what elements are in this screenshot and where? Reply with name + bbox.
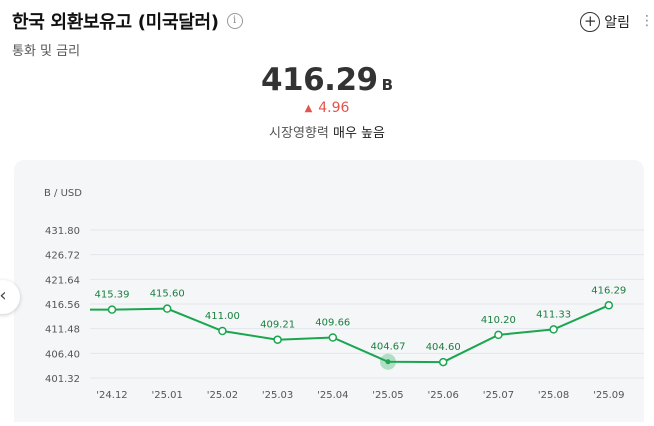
data-labels: 415.39 415.60 411.00 409.21 409.66 404.67 404.… [95,285,627,353]
data-point[interactable] [328,333,338,342]
y-tick-label: 426.72 [45,251,80,262]
more-menu-icon[interactable]: ⋮ [640,13,654,29]
data-label: 409.21 [260,320,295,331]
y-ticks: 401.32 406.40 411.48 416.56 421.64 426.72 431.… [45,226,80,385]
x-tick-label: '25.02 [207,390,238,401]
page-title: 한국 외환보유고 (미국달러) [12,12,219,33]
header: 한국 외환보유고 (미국달러) i 통화 및 금리 + 알림 ⋮ [12,8,654,60]
value-unit: B [381,76,394,94]
data-label: 415.60 [150,289,185,300]
data-point[interactable] [549,325,558,334]
data-label: 410.20 [481,315,516,326]
data-label: 416.29 [591,285,626,296]
y-tick-label: 401.32 [45,374,80,385]
title-row: 한국 외환보유고 (미국달러) i [12,8,654,34]
x-tick-label: '25.01 [152,390,183,401]
x-tick-label: '25.05 [372,390,403,401]
y-tick-label: 421.64 [45,275,80,286]
data-point[interactable] [273,335,282,344]
category-subtitle[interactable]: 통화 및 금리 [12,44,81,59]
value-summary: 416.29 B ▲ 4.96 시장영향력 매우 높음 [0,62,654,141]
chevron-left-icon[interactable]: ‹ [0,280,20,314]
data-label: 404.67 [371,342,406,353]
up-triangle-icon: ▲ [304,103,313,114]
data-points [107,301,614,370]
alert-button[interactable]: + 알림 [580,12,630,32]
data-label: 411.00 [205,311,240,322]
impact-label: 시장영향력 [269,126,329,141]
y-axis-label: B / USD [44,188,82,199]
impact-value: 매우 높음 [332,126,385,141]
x-tick-label: '25.09 [593,390,624,401]
line-chart: B / USD 401.32 406.40 411.48 416.56 421.64 42… [44,188,644,401]
x-tick-label: '25.04 [317,390,348,401]
chart-grid [90,229,644,379]
data-point[interactable] [385,359,391,365]
x-tick-label: '25.06 [428,390,459,401]
x-tick-label: '25.08 [538,390,569,401]
market-impact: 시장영향력 매우 높음 [0,122,654,141]
data-point[interactable] [604,301,614,310]
data-label: 411.33 [536,309,571,320]
y-tick-label: 416.56 [45,300,80,311]
current-value: 416.29 [260,62,378,98]
alert-label: 알림 [604,15,630,31]
data-point[interactable] [107,305,117,314]
data-point[interactable] [162,304,172,313]
data-label: 415.39 [95,290,130,301]
data-point[interactable] [218,326,227,336]
data-point[interactable] [494,330,503,340]
change-value: 4.96 [318,100,350,116]
y-tick-label: 411.48 [45,325,80,336]
x-ticks: '24.12 '25.01 '25.02 '25.03 '25.04 '25.05 '25.… [96,390,624,401]
data-label: 409.66 [315,318,350,329]
plus-icon: + [580,12,601,32]
data-label: 404.60 [426,342,461,353]
x-tick-label: '25.07 [483,390,514,401]
data-point[interactable] [438,357,448,367]
y-tick-label: 406.40 [45,349,80,360]
x-tick-label: '25.03 [262,390,293,401]
info-icon[interactable]: i [226,13,243,29]
chart-panel: B / USD 401.32 406.40 411.48 416.56 421.64 42… [14,160,644,422]
x-tick-label: '24.12 [96,390,127,401]
change-indicator: ▲ 4.96 [0,100,654,116]
y-tick-label: 431.80 [45,226,80,237]
